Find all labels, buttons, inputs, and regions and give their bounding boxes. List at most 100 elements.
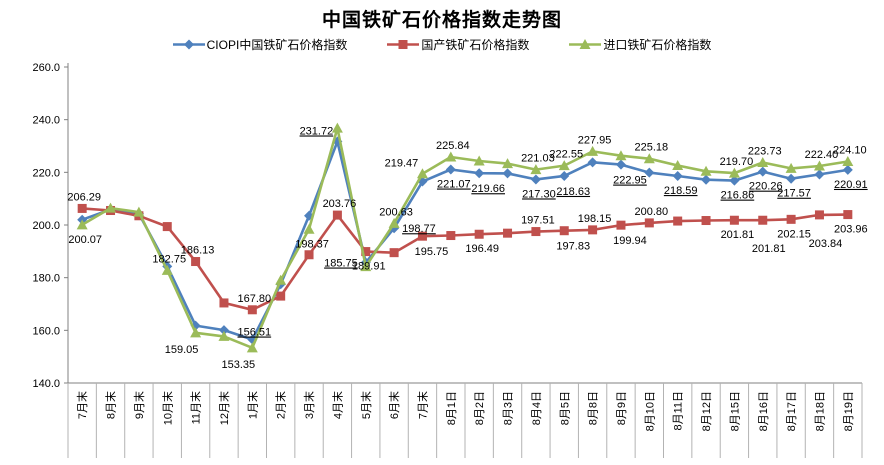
x-tick-label: 10月末 [160, 391, 174, 425]
series-1-line [82, 207, 848, 312]
data-label: 221.07 [437, 179, 471, 191]
data-label: 203.96 [834, 224, 868, 236]
series-1-marker-square [644, 218, 654, 228]
x-tick-label: 3月末 [302, 391, 316, 419]
x-tick-label: 4月末 [330, 391, 344, 419]
data-label: 203.84 [809, 238, 843, 250]
series-1-marker-square [276, 291, 286, 301]
x-tick-label: 8月8日 [588, 391, 600, 425]
x-tick-label: 2月末 [274, 391, 288, 419]
series-1-marker-square [474, 229, 484, 239]
data-label: 227.95 [578, 134, 612, 146]
data-label: 224.10 [833, 145, 867, 157]
series-0-marker-diamond [786, 173, 797, 184]
series-2-marker-triangle [161, 264, 173, 275]
series-2-marker-triangle [275, 274, 287, 285]
data-label: 200.63 [379, 206, 413, 218]
x-tick-label: 8月3日 [503, 391, 515, 425]
data-label: 186.13 [181, 245, 215, 257]
series-2-marker-triangle [643, 153, 655, 164]
data-label: 222.95 [613, 175, 647, 187]
x-tick-label: 8月5日 [559, 391, 571, 425]
x-tick-label: 5月末 [359, 391, 373, 419]
series-2-marker-triangle [615, 150, 627, 161]
legend: CIOPI中国铁矿石价格指数 国产铁矿石价格指数 进口铁矿石价格指数 [0, 36, 884, 53]
data-label: 159.05 [165, 344, 199, 356]
series-2-marker-triangle [246, 342, 258, 353]
data-label: 201.81 [721, 229, 755, 241]
series-0-marker-diamond [502, 168, 513, 179]
series-0-marker-diamond [672, 171, 683, 182]
series-1-marker-square [814, 210, 824, 220]
series-1-marker-square [446, 231, 456, 241]
x-tick-label: 8月1日 [446, 391, 458, 425]
series-2-marker-triangle [813, 160, 825, 171]
series-0-marker-diamond [587, 157, 598, 168]
x-tick-label: 8月11日 [673, 391, 685, 431]
y-tick-label: 200.0 [32, 220, 60, 232]
x-tick-label: 8月9日 [616, 391, 628, 425]
data-label: 218.63 [556, 186, 590, 198]
data-label: 199.94 [613, 235, 647, 247]
data-label: 203.76 [323, 198, 357, 210]
data-label: 219.47 [385, 158, 419, 170]
data-label: 185.75 [324, 258, 358, 270]
x-tick-label: 7月末 [415, 391, 429, 419]
data-label: 200.07 [68, 234, 102, 246]
y-tick-label: 180.0 [32, 273, 60, 285]
data-label: 198.37 [295, 238, 329, 250]
data-label: 195.75 [415, 246, 449, 258]
series-2-marker-triangle [360, 261, 372, 272]
series-2-marker-triangle [331, 122, 343, 133]
series-0-marker-diamond [247, 334, 258, 345]
data-label: 206.29 [67, 191, 101, 203]
series-2-marker-triangle [218, 330, 230, 341]
data-label: 223.73 [748, 146, 782, 158]
series-1-marker-square [559, 226, 569, 236]
series-2-marker-triangle [587, 145, 599, 156]
x-tick-label: 8月2日 [474, 391, 486, 425]
legend-label-2: 进口铁矿石价格指数 [603, 38, 712, 52]
data-label: 198.15 [578, 213, 612, 225]
series-2-marker-triangle [190, 327, 202, 338]
x-tick-label: 1月末 [245, 391, 259, 419]
series-2-marker-triangle [473, 155, 485, 166]
series-2-marker-triangle [728, 167, 740, 178]
series-0-marker-diamond [701, 174, 712, 185]
data-label: 217.30 [522, 188, 556, 200]
data-label: 182.75 [152, 253, 186, 265]
series-1-marker-square [77, 203, 87, 213]
series-2-marker-triangle [672, 159, 684, 170]
data-label: 200.80 [634, 206, 668, 218]
series-2-marker-triangle [558, 160, 570, 171]
series-1-marker-square [162, 222, 172, 232]
series-1-marker-square [332, 210, 342, 220]
x-tick-label: 8月18日 [814, 391, 826, 431]
series-1-marker-square [758, 215, 768, 225]
data-label: 218.59 [664, 185, 698, 197]
y-tick-label: 240.0 [32, 115, 60, 127]
x-tick-label: 12月末 [217, 391, 231, 425]
data-label: 216.86 [721, 190, 755, 202]
series-2-marker-triangle [416, 168, 428, 179]
series-2-marker-triangle [76, 219, 88, 230]
series-2-marker-triangle [133, 206, 145, 217]
series-0-marker-diamond [218, 325, 229, 336]
series-0-marker-diamond [559, 170, 570, 181]
data-label: 153.35 [221, 359, 255, 371]
legend-label-0: CIOPI中国铁矿石价格指数 [206, 38, 348, 52]
series-0-marker-diamond [842, 164, 853, 175]
series-2-marker-triangle [757, 157, 769, 168]
data-label: 222.55 [549, 149, 583, 161]
x-tick-label: 8月4日 [531, 391, 543, 425]
legend-diamond-icon [172, 39, 205, 50]
series-1-marker-square [361, 247, 371, 257]
data-label: 201.81 [752, 243, 786, 255]
data-label: 156.51 [237, 327, 271, 339]
series-1-marker-square [843, 210, 853, 220]
series-2-line [81, 126, 849, 350]
data-label: 197.83 [556, 241, 590, 253]
series-2-marker-triangle [445, 151, 457, 162]
